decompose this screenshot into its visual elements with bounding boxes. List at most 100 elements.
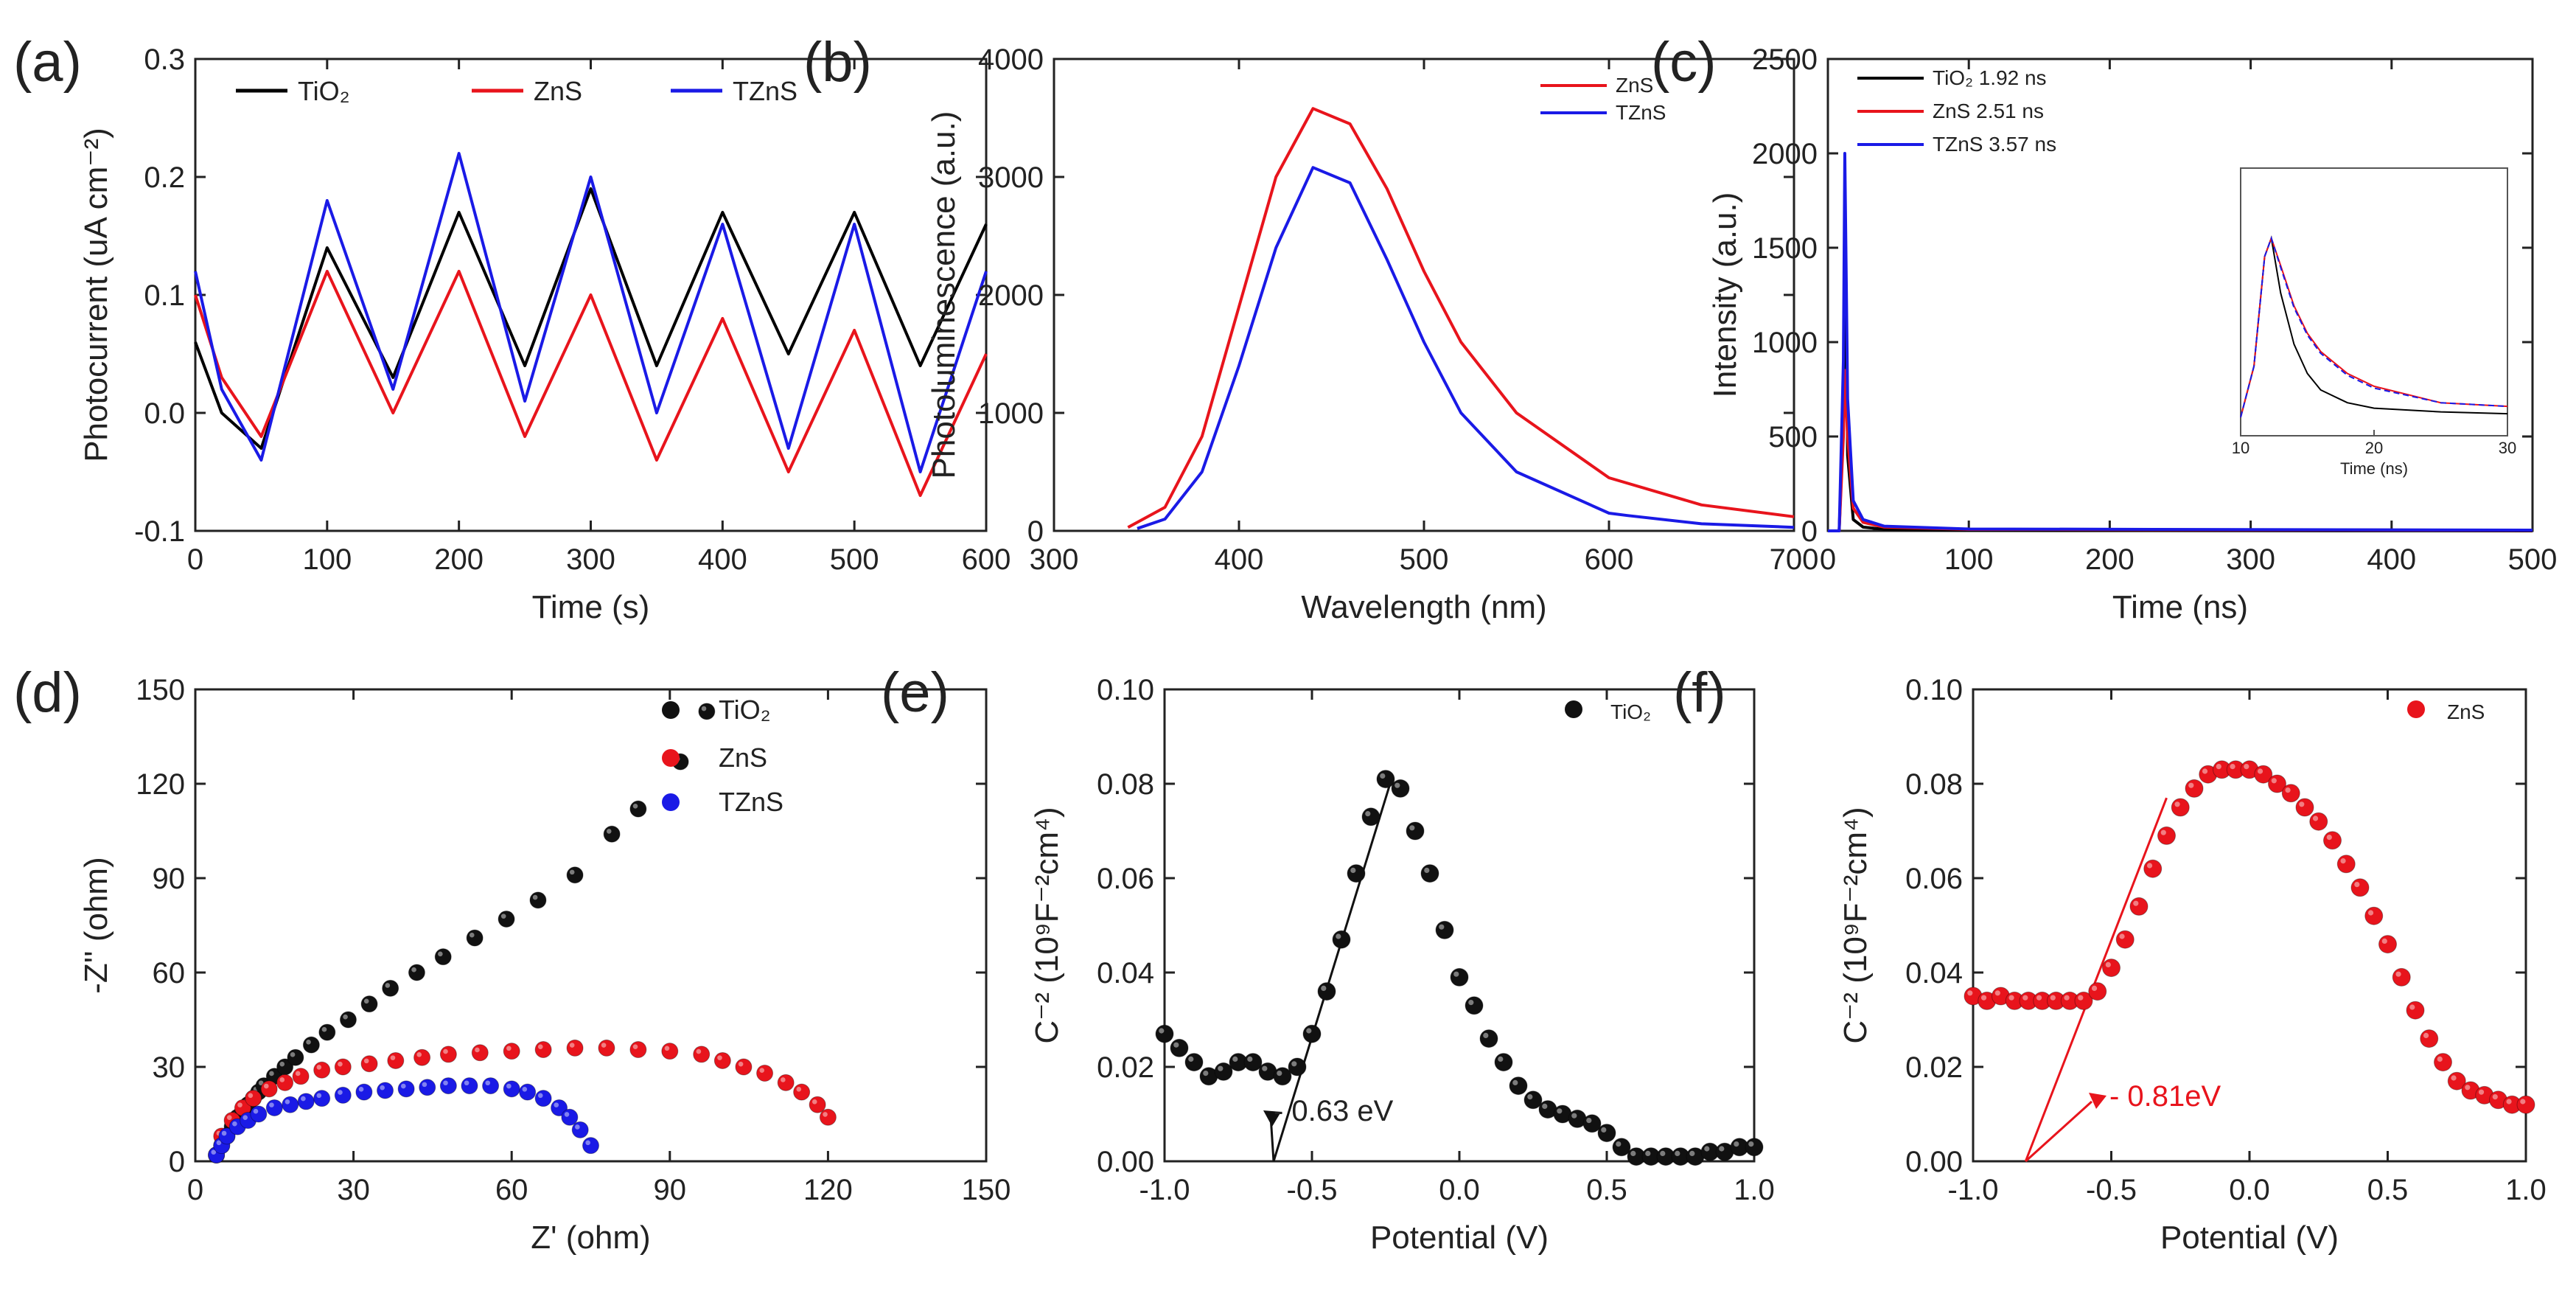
y-tick-label: 0.06 <box>1097 863 1154 895</box>
panel-label: (d) <box>13 661 82 724</box>
data-point-highlight <box>717 1055 722 1060</box>
data-point <box>2185 779 2204 798</box>
data-point <box>461 1077 478 1095</box>
data-point <box>218 1127 236 1145</box>
data-point-highlight <box>385 983 391 988</box>
data-point <box>313 1090 331 1107</box>
data-point <box>471 1044 489 1062</box>
data-point-highlight <box>2050 995 2056 1001</box>
data-point <box>1435 920 1454 939</box>
data-point-highlight <box>2022 995 2028 1001</box>
data-point <box>1420 864 1439 883</box>
y-tick-label: 0.08 <box>1905 768 1963 801</box>
data-point-highlight <box>796 1086 802 1092</box>
data-point <box>2336 855 2356 874</box>
data-point-highlight <box>2381 938 2387 944</box>
data-point <box>482 1077 500 1095</box>
data-point-highlight <box>358 1086 364 1092</box>
legend-label: TiO₂ <box>719 695 771 725</box>
data-point-highlight <box>1262 1065 1268 1071</box>
x-tick-label: 500 <box>2508 543 2558 576</box>
legend-label: TZnS <box>733 76 797 106</box>
data-point <box>2516 1095 2535 1114</box>
data-point-highlight <box>269 1102 274 1107</box>
data-point-highlight <box>738 1061 744 1067</box>
data-point <box>1745 1138 1764 1157</box>
y-tick-label: 90 <box>153 863 186 895</box>
x-tick-label: 0 <box>187 543 203 576</box>
data-point <box>519 1083 537 1101</box>
data-point <box>297 1093 315 1110</box>
data-point <box>282 1096 299 1113</box>
x-tick-label: 700 <box>1770 543 1819 576</box>
data-point <box>318 1023 336 1041</box>
series-line-1 <box>194 270 988 497</box>
data-point <box>1582 1114 1602 1133</box>
data-point-highlight <box>216 1140 222 1146</box>
data-point-highlight <box>564 1112 570 1117</box>
series-line-2 <box>1828 152 2533 532</box>
inset-frame <box>2240 167 2508 436</box>
annotation-label: - 0.81eV <box>2109 1080 2221 1113</box>
plot-frame <box>1053 58 1795 532</box>
data-point <box>276 1074 294 1091</box>
data-point <box>360 1055 378 1073</box>
data-point <box>1184 1053 1204 1072</box>
data-point-highlight <box>1527 1094 1533 1100</box>
data-point-highlight <box>242 1115 248 1120</box>
data-point <box>1523 1090 1543 1110</box>
data-point-highlight <box>1734 1141 1739 1147</box>
data-point-highlight <box>1483 1032 1489 1038</box>
y-axis-title: -Z'' (ohm) <box>78 857 114 993</box>
data-point-highlight <box>1586 1118 1592 1124</box>
legend-label: ZnS 2.51 ns <box>1933 100 2044 122</box>
data-point <box>1479 1029 1498 1048</box>
data-point <box>566 866 584 884</box>
y-tick-label: 0.2 <box>144 161 185 194</box>
x-tick-label: 500 <box>1400 543 1449 576</box>
data-point-highlight <box>1350 867 1356 873</box>
x-tick-label: 300 <box>2226 543 2275 576</box>
data-point <box>566 1039 584 1057</box>
data-point-highlight <box>2478 1089 2485 1095</box>
data-point <box>735 1058 753 1076</box>
data-point-highlight <box>1306 1028 1312 1034</box>
data-point-highlight <box>2119 933 2125 939</box>
data-point-highlight <box>464 1080 470 1086</box>
y-tick-label: 120 <box>136 768 185 801</box>
data-point-highlight <box>1159 1028 1165 1034</box>
x-axis-title: Z' (ohm) <box>531 1220 650 1256</box>
data-point-highlight <box>211 1149 217 1155</box>
data-point <box>809 1096 826 1113</box>
panel-label: (e) <box>881 661 949 724</box>
data-point <box>2074 991 2093 1010</box>
x-axis-title: Time (s) <box>532 589 650 625</box>
x-tick-label: 0.0 <box>1439 1174 1480 1206</box>
data-point-highlight <box>585 1140 590 1146</box>
panel-label: (b) <box>803 31 872 94</box>
data-point-highlight <box>411 967 416 973</box>
data-point <box>2309 812 2328 831</box>
x-tick-label: 600 <box>962 543 1011 576</box>
data-point-highlight <box>569 1043 575 1048</box>
data-point <box>2295 798 2314 817</box>
data-point <box>819 1108 837 1126</box>
x-tick-label: 60 <box>495 1174 528 1206</box>
data-point <box>1288 1057 1307 1076</box>
data-point-highlight <box>1173 1042 1179 1048</box>
data-point-highlight <box>301 1096 306 1102</box>
data-point <box>360 995 378 1013</box>
x-tick-label: 0.5 <box>1586 1174 1627 1206</box>
data-point-highlight <box>1616 1141 1622 1147</box>
data-point-highlight <box>400 1083 406 1089</box>
data-point <box>2364 906 2384 925</box>
data-point <box>1214 1062 1233 1081</box>
data-point-highlight <box>781 1077 786 1082</box>
data-point-highlight <box>532 894 538 900</box>
data-point-highlight <box>279 1077 285 1082</box>
data-point <box>1302 1024 1322 1043</box>
data-point <box>1465 996 1484 1015</box>
data-point-highlight <box>475 1047 480 1053</box>
data-point <box>1317 982 1336 1001</box>
data-point-highlight <box>1601 1127 1607 1133</box>
